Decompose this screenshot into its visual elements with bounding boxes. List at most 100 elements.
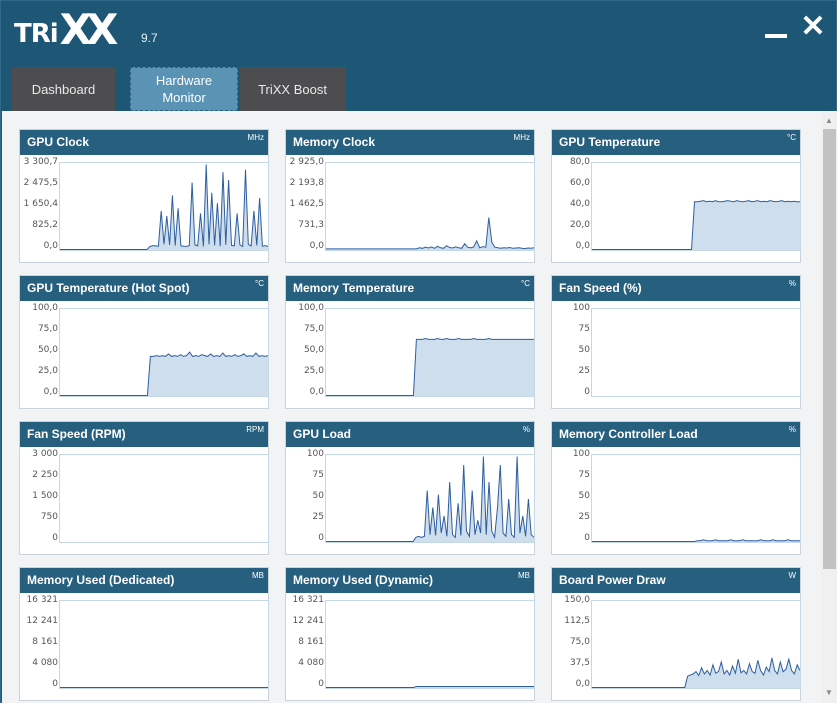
card-title: GPU Clock xyxy=(27,135,90,149)
chart-5-svg xyxy=(592,309,800,396)
chart-plot-area xyxy=(591,162,801,251)
card-unit: MB xyxy=(518,571,530,580)
title-bar[interactable]: TRi XX 9.7 ✕ xyxy=(1,1,837,67)
y-tick-label: 16 321 xyxy=(292,595,325,605)
y-axis-ticks: 16 321 12 241 8 161 4 080 0 xyxy=(20,593,59,702)
tab-trixx-boost[interactable]: TriXX Boost xyxy=(240,67,345,111)
y-tick-label: 4 080 xyxy=(32,658,58,668)
card-header: Fan Speed (RPM) RPM xyxy=(20,422,268,447)
y-tick-label: 0,0 xyxy=(575,679,590,689)
card-title: Fan Speed (%) xyxy=(559,281,642,295)
y-tick-label: 0,0 xyxy=(309,387,324,397)
monitor-card: GPU Temperature (Hot Spot) °C 100,0 75,0 50,… xyxy=(19,275,269,409)
y-tick-label: 50 xyxy=(312,491,324,501)
chart-11-svg xyxy=(592,657,800,688)
tab-hardware-monitor[interactable]: Hardware Monitor xyxy=(130,67,238,111)
version-label: 9.7 xyxy=(141,31,158,45)
y-tick-label: 75 xyxy=(578,324,590,334)
trixx-logo: TRi XX xyxy=(14,9,118,51)
y-tick-label: 2 250 xyxy=(32,470,58,480)
y-tick-label: 750 xyxy=(40,512,58,522)
y-tick-label: 16 321 xyxy=(26,595,59,605)
series-area xyxy=(592,539,800,542)
y-tick-label: 50 xyxy=(578,345,590,355)
chart-plot-area xyxy=(591,454,801,543)
y-tick-label: 731,3 xyxy=(298,220,324,230)
chart-plot-area xyxy=(59,600,269,689)
y-tick-label: 75,0 xyxy=(37,324,58,334)
series-area xyxy=(60,164,268,250)
y-tick-label: 100 xyxy=(306,449,324,459)
card-title: GPU Load xyxy=(293,427,352,441)
series-area xyxy=(60,352,268,396)
card-unit: RPM xyxy=(246,425,264,434)
chart-plot-area xyxy=(325,600,535,689)
y-tick-label: 1 462,5 xyxy=(289,199,324,209)
y-tick-label: 25,0 xyxy=(303,366,324,376)
card-header: GPU Temperature °C xyxy=(552,130,800,155)
chart-6-svg xyxy=(60,455,268,542)
y-tick-label: 0 xyxy=(52,533,58,543)
series-area xyxy=(592,658,800,688)
card-unit: % xyxy=(522,425,530,434)
series-line xyxy=(326,217,534,250)
scroll-up-icon[interactable]: ▲ xyxy=(825,116,833,125)
y-tick-label: 100,0 xyxy=(32,303,58,313)
hardware-monitor-panel: GPU Clock MHz 3 300,7 2 475,5 1 650,4 825,2 0,… xyxy=(2,111,837,703)
chart-plot-area xyxy=(59,454,269,543)
logo-text: TRi xyxy=(14,19,59,49)
card-unit: W xyxy=(788,571,796,580)
y-tick-label: 75,0 xyxy=(569,637,590,647)
card-header: Board Power Draw W xyxy=(552,568,800,593)
y-axis-ticks: 100,0 75,0 50,0 25,0 0,0 xyxy=(20,301,58,410)
monitor-card: Memory Clock MHz 2 925,0 2 193,8 1 462,5 731,… xyxy=(285,129,535,263)
y-tick-label: 12 241 xyxy=(292,616,325,626)
monitor-card: Memory Used (Dedicated) MB 16 321 12 241 8 1… xyxy=(19,567,269,701)
tab-hardware-monitor-label: Hardware Monitor xyxy=(155,73,213,105)
chart-plot-area xyxy=(59,308,269,397)
monitor-card: Memory Controller Load% 100 75 50 25 0 xyxy=(551,421,801,555)
chart-3-svg xyxy=(60,351,268,396)
series-area xyxy=(592,200,800,250)
monitor-card: GPU Load% 100 75 50 25 0 xyxy=(285,421,535,555)
y-axis-ticks: 100 75 50 25 0 xyxy=(286,447,324,556)
card-title: Memory Temperature xyxy=(293,281,415,295)
y-tick-label: 25,0 xyxy=(37,366,58,376)
monitor-card: Memory Temperature °C 100,0 75,0 50,0 25,0 0,0 xyxy=(285,275,535,409)
series-line xyxy=(592,539,800,542)
y-axis-ticks: 3 300,7 2 475,5 1 650,4 825,2 0,0 xyxy=(20,155,58,264)
vertical-scrollbar[interactable]: ▲ ▼ xyxy=(821,111,837,703)
series-line xyxy=(326,456,534,542)
scrollbar-thumb[interactable] xyxy=(823,129,836,569)
scroll-down-icon[interactable]: ▼ xyxy=(825,688,833,697)
y-tick-label: 1 500 xyxy=(32,491,58,501)
chart-plot-area xyxy=(591,600,801,689)
card-title: GPU Temperature xyxy=(559,135,661,149)
y-tick-label: 0 xyxy=(52,679,58,689)
minimize-icon[interactable] xyxy=(763,15,789,41)
chart-plot-area xyxy=(325,162,535,251)
y-tick-label: 75 xyxy=(578,470,590,480)
chart-8-svg xyxy=(592,539,800,542)
y-tick-label: 60,0 xyxy=(569,178,590,188)
y-axis-ticks: 80,0 60,0 40,0 20,0 0,0 xyxy=(552,155,590,264)
monitor-card: GPU Clock MHz 3 300,7 2 475,5 1 650,4 825,2 0,… xyxy=(19,129,269,263)
tab-dashboard[interactable]: Dashboard xyxy=(12,67,115,111)
card-title: Fan Speed (RPM) xyxy=(27,427,126,441)
card-unit: % xyxy=(788,425,796,434)
chart-7-svg xyxy=(326,456,534,542)
monitor-card: Memory Used (Dynamic) MB 16 321 12 241 8 161… xyxy=(285,567,535,701)
y-tick-label: 8 161 xyxy=(298,637,324,647)
card-unit: °C xyxy=(255,279,264,288)
y-tick-label: 2 475,5 xyxy=(23,178,58,188)
card-title: Memory Used (Dedicated) xyxy=(27,573,175,587)
series-line xyxy=(326,337,534,396)
card-header: Memory Clock MHz xyxy=(286,130,534,155)
close-icon[interactable]: ✕ xyxy=(800,10,826,43)
card-unit: MB xyxy=(252,571,264,580)
y-tick-label: 112,5 xyxy=(564,616,590,626)
card-header: GPU Load% xyxy=(286,422,534,447)
y-tick-label: 0 xyxy=(318,679,324,689)
monitor-card: Fan Speed (%)% 100 75 50 25 0 xyxy=(551,275,801,409)
y-tick-label: 0,0 xyxy=(575,241,590,251)
